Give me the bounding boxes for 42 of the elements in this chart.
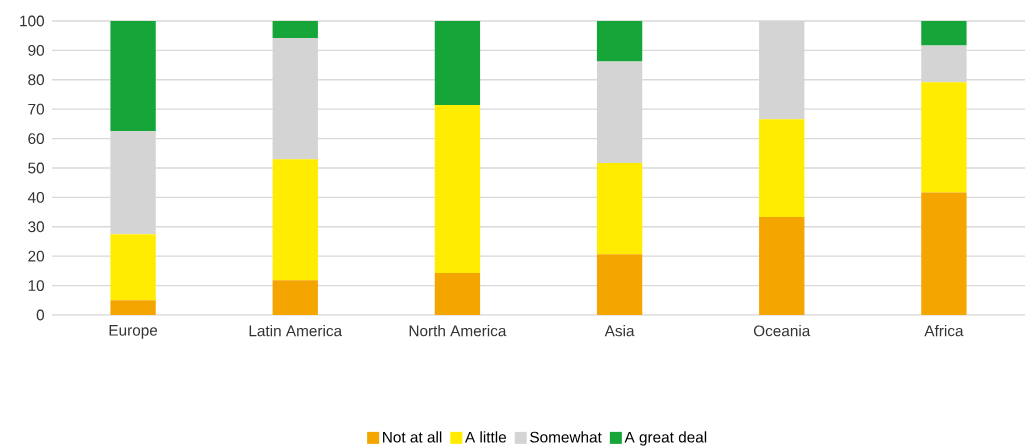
bar <box>434 105 481 273</box>
x-tick-label: Latin America <box>249 325 343 337</box>
x-tick-label: Asia <box>604 325 635 337</box>
bar <box>434 20 481 106</box>
x-tick-label: Oceania <box>753 325 811 337</box>
bar <box>272 20 318 39</box>
bar <box>110 131 156 235</box>
bar <box>596 20 643 62</box>
y-tick-label: 0 <box>36 309 45 321</box>
legend-label: A great deal <box>624 431 707 446</box>
bar <box>596 162 643 255</box>
bar <box>921 45 967 83</box>
bar <box>596 254 643 315</box>
y-tick-label: 100 <box>20 15 45 27</box>
x-tick-label: North America <box>409 325 507 337</box>
bar <box>110 300 156 315</box>
bar <box>596 61 643 163</box>
legend-label: A little <box>465 431 507 443</box>
bar <box>110 234 156 301</box>
bar <box>272 159 318 281</box>
bar <box>272 280 318 315</box>
y-tick-label: 10 <box>28 280 45 292</box>
bar <box>434 272 481 315</box>
bar <box>759 217 805 315</box>
y-tick-label: 20 <box>28 250 45 262</box>
y-tick-label: 80 <box>28 74 45 86</box>
x-tick-label: Africa <box>924 325 964 337</box>
legend-label: Somewhat <box>530 431 602 443</box>
y-tick-label: 60 <box>28 133 45 145</box>
y-tick-label: 70 <box>28 103 45 115</box>
y-tick-label: 90 <box>28 44 45 56</box>
bar <box>921 20 967 46</box>
y-tick-label: 30 <box>28 221 45 233</box>
y-tick-label: 40 <box>27 191 45 203</box>
bar <box>921 82 967 193</box>
bar <box>272 38 318 160</box>
legend-label: Not at all <box>383 431 442 443</box>
bar <box>759 119 805 218</box>
y-tick-label: 50 <box>28 162 45 174</box>
x-tick-label: Europe <box>109 325 158 339</box>
bar <box>110 20 156 132</box>
bar <box>921 192 967 315</box>
